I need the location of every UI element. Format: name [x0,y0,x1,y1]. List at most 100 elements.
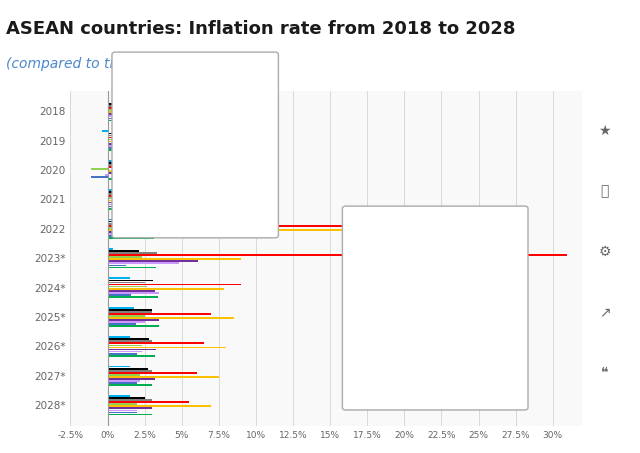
Bar [108,401,189,403]
Text: 3.5%: 3.5% [480,262,504,272]
Text: Cambodia: Cambodia [369,361,419,371]
Text: 1.56%: 1.56% [474,246,504,255]
Text: Myanmar: Myanmar [137,133,183,143]
Bar [108,223,170,225]
Bar [108,225,448,226]
Bar [108,323,136,325]
Bar [108,265,125,266]
Bar [108,286,147,288]
Bar [108,200,161,201]
Text: Cambodia: Cambodia [137,193,186,203]
Text: Laos: Laos [369,328,392,338]
Bar [108,317,234,319]
Bar [108,166,183,168]
Bar [108,227,157,229]
Text: 0.71%: 0.71% [218,88,249,98]
Bar [108,321,145,323]
Text: 2.5%: 2.5% [480,345,504,355]
Bar [108,250,139,252]
Bar [102,130,108,132]
Bar [108,309,152,311]
Bar [108,395,130,397]
Text: -0.39%: -0.39% [215,208,249,218]
Bar [108,410,137,411]
Bar [108,382,137,384]
Bar [108,229,396,231]
Bar [108,345,141,346]
Bar [108,262,179,264]
Bar [108,336,130,338]
Bar [108,235,198,237]
Bar [108,307,134,308]
Bar [108,202,166,203]
Bar [108,380,140,382]
Bar [108,208,135,210]
Bar [108,252,157,254]
Bar [108,313,211,315]
Bar [108,139,117,140]
Text: Phlippines: Phlippines [369,279,420,289]
Bar [108,189,132,191]
Bar [108,117,124,119]
Text: Myanmar: Myanmar [369,295,415,305]
Bar [108,133,136,134]
Text: 0.66%: 0.66% [218,148,249,158]
Text: ❝: ❝ [601,365,609,379]
Bar [108,107,138,109]
Bar [108,258,241,260]
Text: 3.22%: 3.22% [474,279,504,289]
Text: 2024*: 2024* [415,217,456,230]
Bar [108,120,149,121]
Bar [108,191,151,193]
Text: Laos: Laos [137,163,159,173]
Bar [105,174,108,176]
Text: 3.32%: 3.32% [218,163,249,173]
Text: 2019: 2019 [178,62,212,75]
Text: ↗: ↗ [599,305,611,319]
Text: Indonesia: Indonesia [137,178,184,188]
Bar [108,164,138,166]
Text: ASEAN countries: Inflation rate from 2018 to 2028: ASEAN countries: Inflation rate from 201… [6,20,516,39]
Text: 3.43%: 3.43% [474,229,504,239]
Text: 2.39%: 2.39% [218,118,249,128]
Text: Malaysia: Malaysia [369,312,412,322]
Bar [108,384,152,386]
Text: 1.5%: 1.5% [480,378,504,388]
Bar [108,315,145,317]
Bar [108,256,142,258]
Bar [108,111,235,113]
Text: 1.94%: 1.94% [218,193,249,203]
Bar [108,405,211,407]
Bar [108,325,159,327]
Bar [108,160,136,162]
Bar [108,260,198,262]
Bar [108,221,187,222]
Bar [91,176,108,178]
Bar [108,101,109,103]
Bar [108,338,149,340]
Bar [108,403,137,405]
Text: Singapore: Singapore [137,103,186,113]
Bar [108,342,204,344]
Text: Brunei Darussalam: Brunei Darussalam [369,378,463,388]
Bar [108,204,141,205]
Bar [108,137,157,138]
Text: Vietnam: Vietnam [369,229,410,239]
Bar [108,412,137,413]
Bar [108,109,122,111]
Text: Brunei Darussalam: Brunei Darussalam [137,208,230,218]
Bar [108,347,226,348]
Text: Thailand: Thailand [137,88,179,98]
Bar [108,282,145,283]
Bar [108,366,130,367]
Bar [108,172,143,174]
Bar [108,290,156,292]
Bar [108,376,219,378]
Bar [108,145,116,147]
Bar [108,372,196,374]
Bar [108,294,131,296]
Bar [108,296,159,298]
Bar [108,407,152,409]
Text: ★: ★ [598,124,611,138]
Text: Indonesia: Indonesia [369,345,417,355]
